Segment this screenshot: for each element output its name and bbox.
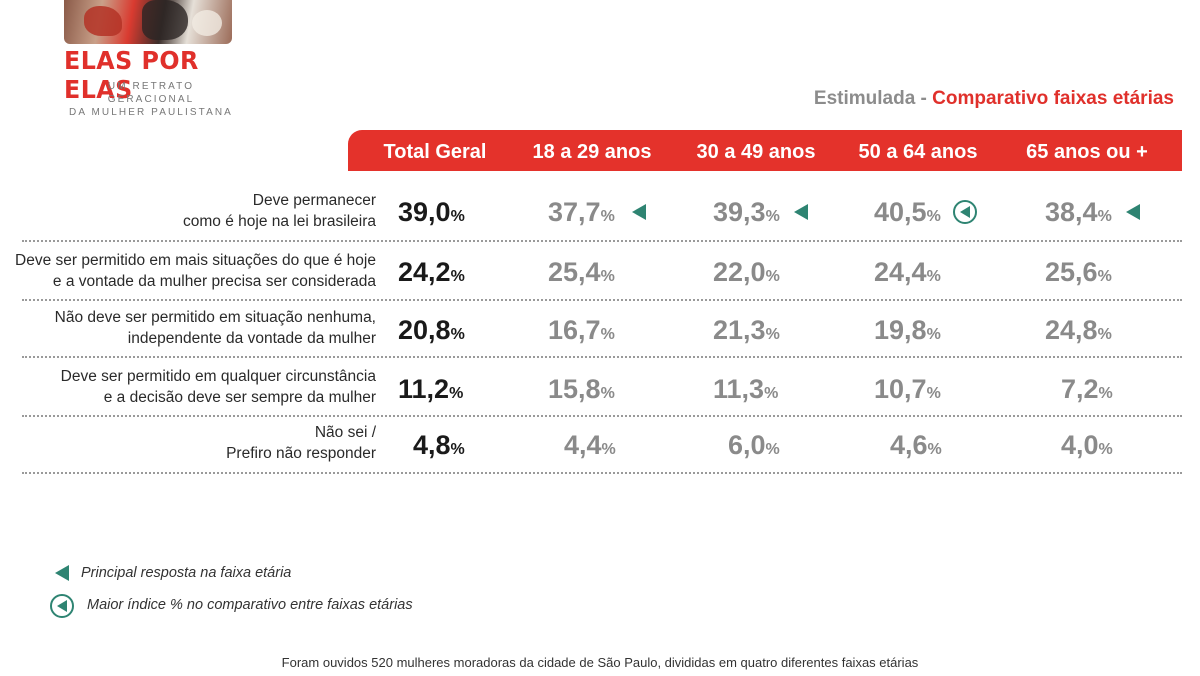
col-65-plus: 65 anos ou + [1026,141,1148,163]
row-divider [22,240,1182,242]
value-r4-30-49: 11,3% [713,374,779,404]
value-r2-30-49: 22,0% [713,257,780,287]
row-label-2: Deve ser permitido em mais situações do … [15,252,376,290]
col-total-geral: Total Geral [383,141,487,163]
value-r3-30-49: 21,3% [713,315,780,345]
value-r5-30-49: 6,0% [728,430,780,460]
heading-prefix: Estimulada - [813,88,927,109]
col-30-49: 30 a 49 anos [696,141,816,163]
value-r2-18-29: 25,4% [548,257,615,287]
row-divider [22,472,1182,474]
row-label-3: Não deve ser permitido em situação nenhu… [54,309,376,347]
row-divider [22,415,1182,417]
heading-highlight: Comparativo faixas etárias [932,88,1174,109]
value-r5-65-plus: 4,0% [1061,430,1113,460]
triangle-left-icon [55,565,69,581]
col-18-29: 18 a 29 anos [532,141,652,163]
logo-artwork [64,0,232,44]
chart-heading: Estimulada - Comparativo faixas etárias [814,88,1174,110]
value-r4-18-29: 15,8% [548,374,615,404]
row-label-5: Não sei / Prefiro não responder [226,424,376,462]
value-r2-65-plus: 25,6% [1045,257,1112,287]
table-header-bar [348,130,1182,171]
row-label-1: Deve permanecer como é hoje na lei brasil… [183,192,376,230]
triangle-left-icon [794,204,808,220]
legend-maior: Maior índice % no comparativo entre faix… [87,597,413,613]
col-50-64: 50 a 64 anos [858,141,978,163]
value-r3-65-plus: 24,8% [1045,315,1112,345]
brand-subtitle: UM RETRATO GERACIONAL DA MULHER PAULISTA… [69,81,233,118]
value-r5-18-29: 4,4% [564,430,616,460]
circled-triangle-left-icon [953,200,977,224]
legend-principal: Principal resposta na faixa etária [81,565,292,581]
triangle-left-icon [632,204,646,220]
value-r4-total: 11,2% [398,374,464,404]
value-r1-30-49: 39,3% [713,197,780,227]
circled-triangle-left-icon [50,594,74,618]
value-r1-65-plus: 38,4% [1045,197,1112,227]
value-r3-18-29: 16,7% [548,315,615,345]
value-r2-total: 24,2% [398,257,465,287]
value-r2-50-64: 24,4% [874,257,941,287]
value-r1-18-29: 37,7% [548,197,615,227]
value-r4-65-plus: 7,2% [1061,374,1113,404]
value-r1-total: 39,0% [398,197,465,227]
value-r3-50-64: 19,8% [874,315,941,345]
triangle-left-icon [1126,204,1140,220]
row-label-4: Deve ser permitido em qualquer circunstâ… [60,368,376,406]
brand-title: ELAS POR ELAS [64,46,199,104]
value-r3-total: 20,8% [398,315,465,345]
row-divider [22,299,1182,301]
value-r5-total: 4,8% [413,430,465,460]
value-r4-50-64: 10,7% [874,374,941,404]
value-r5-50-64: 4,6% [890,430,942,460]
footnote: Foram ouvidos 520 mulheres moradoras da … [281,655,919,670]
row-divider [22,356,1182,358]
value-r1-50-64: 40,5% [874,197,941,227]
